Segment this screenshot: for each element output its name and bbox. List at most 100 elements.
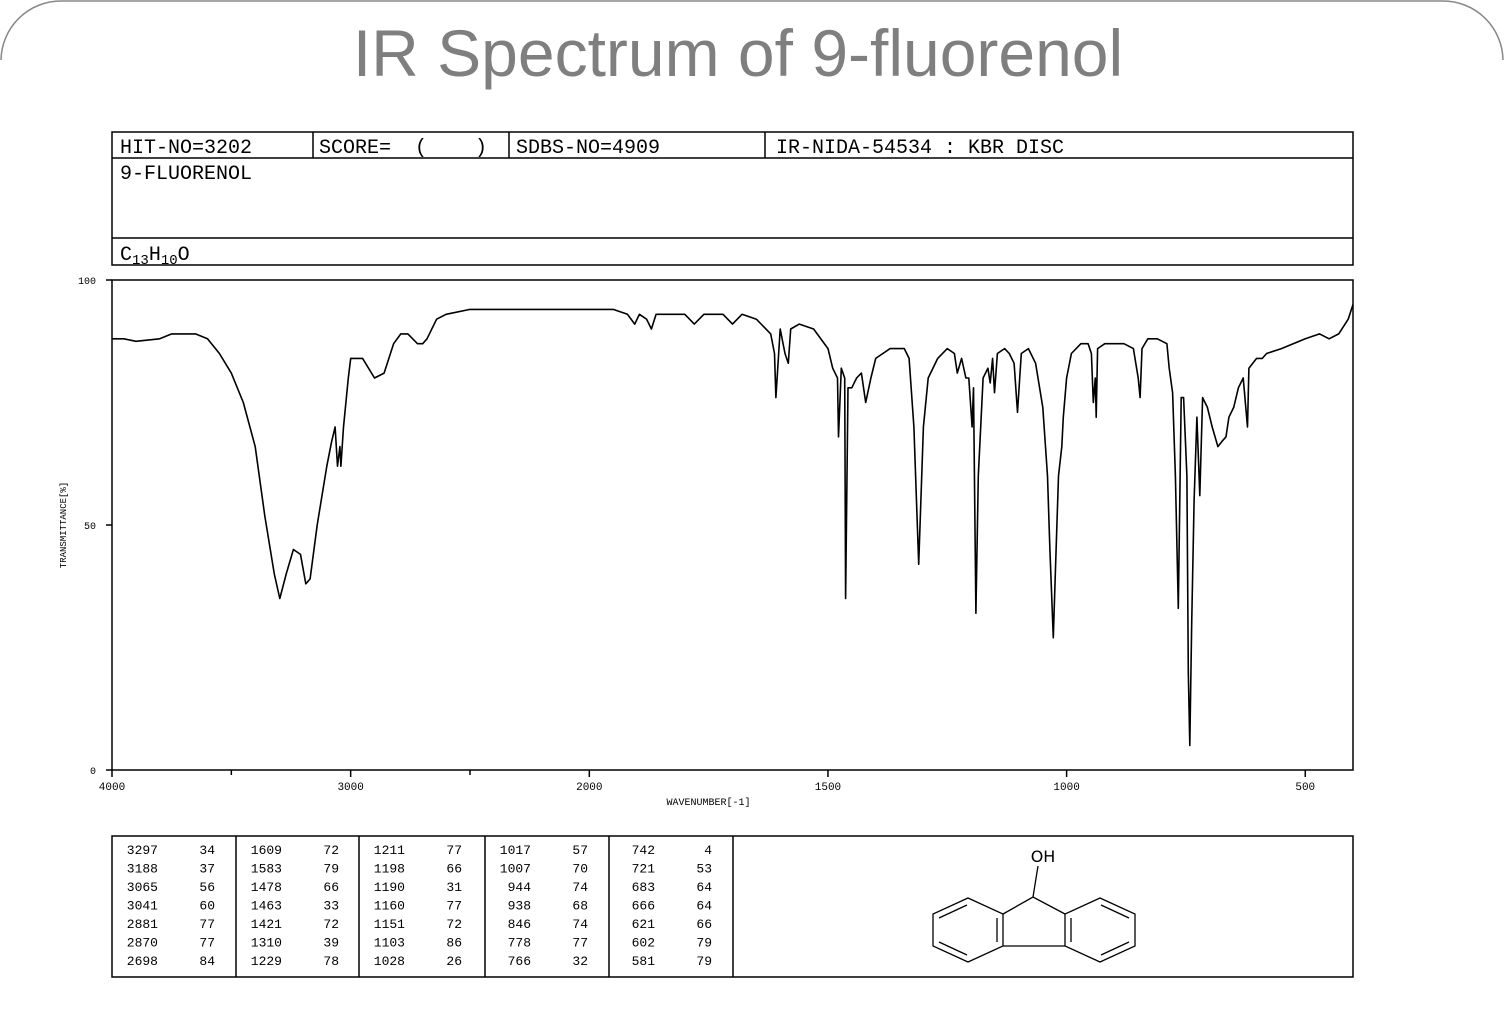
spectrum-line bbox=[112, 304, 1354, 747]
peak-transmittance: 77 bbox=[572, 936, 588, 951]
x-tick-label: 1000 bbox=[1053, 782, 1079, 794]
peak-transmittance: 84 bbox=[199, 954, 215, 969]
double-bond bbox=[1100, 904, 1130, 919]
x-axis-label: WAVENUMBER[-1] bbox=[666, 797, 750, 809]
peak-transmittance: 77 bbox=[199, 936, 215, 951]
peak-wavenumber: 1017 bbox=[500, 843, 531, 858]
structure-label: OH bbox=[1031, 847, 1056, 866]
formula-subscript: 10 bbox=[161, 253, 178, 269]
peak-wavenumber: 938 bbox=[508, 899, 531, 914]
compound-name: 9-FLUORENOL bbox=[120, 163, 252, 186]
peak-wavenumber: 721 bbox=[632, 862, 656, 877]
peak-wavenumber: 1160 bbox=[374, 899, 405, 914]
ring bbox=[1064, 897, 1136, 963]
peak-transmittance: 4 bbox=[704, 843, 712, 858]
peak-transmittance: 74 bbox=[572, 917, 588, 932]
peak-wavenumber: 1609 bbox=[251, 843, 282, 858]
peak-wavenumber: 1198 bbox=[374, 862, 405, 877]
peak-wavenumber: 766 bbox=[508, 954, 531, 969]
formula-element: O bbox=[178, 244, 190, 267]
structure bbox=[932, 865, 1136, 963]
peak-wavenumber: 1583 bbox=[251, 862, 282, 877]
peak-transmittance: 60 bbox=[199, 899, 215, 914]
peak-transmittance: 39 bbox=[323, 936, 339, 951]
peak-transmittance: 77 bbox=[199, 917, 215, 932]
plot: 0 50 100 4000 3000 2000 1500 1000 500 WAVENUMBER[… bbox=[59, 277, 1354, 809]
formula: C13H10O bbox=[120, 244, 190, 269]
double-bond bbox=[938, 941, 968, 956]
slide-border bbox=[0, 0, 1504, 61]
peak-transmittance: 78 bbox=[323, 954, 339, 969]
formula-subscript: 13 bbox=[132, 253, 149, 269]
y-tick-label: 0 bbox=[90, 767, 96, 778]
x-tick-label: 4000 bbox=[99, 782, 125, 794]
peak-table: 3297 34 3188 37 3065 56 3041 60 2881 77 2870 77 2698… bbox=[111, 835, 1354, 978]
peak-transmittance: 57 bbox=[572, 843, 588, 858]
peak-transmittance: 77 bbox=[446, 899, 462, 914]
peak-wavenumber: 1103 bbox=[374, 936, 405, 951]
peak-wavenumber: 3188 bbox=[127, 862, 158, 877]
y-tick-label: 100 bbox=[78, 277, 96, 288]
peak-wavenumber: 666 bbox=[632, 899, 655, 914]
plot-frame bbox=[111, 279, 1354, 771]
peak-wavenumber: 1190 bbox=[374, 880, 405, 895]
ring bbox=[932, 897, 1004, 963]
peak-transmittance: 64 bbox=[696, 899, 712, 914]
peak-wavenumber: 2870 bbox=[127, 936, 158, 951]
peak-transmittance: 74 bbox=[572, 880, 588, 895]
peak-transmittance: 79 bbox=[696, 936, 712, 951]
peak-wavenumber: 1463 bbox=[251, 899, 282, 914]
y-tick-label: 50 bbox=[84, 522, 96, 533]
peak-wavenumber: 1421 bbox=[251, 917, 282, 932]
peak-transmittance: 37 bbox=[199, 862, 215, 877]
peak-wavenumber: 742 bbox=[632, 843, 655, 858]
peak-wavenumber: 683 bbox=[632, 880, 655, 895]
peak-wavenumber: 1151 bbox=[374, 917, 405, 932]
peak-wavenumber: 846 bbox=[508, 917, 531, 932]
peak-wavenumber: 778 bbox=[508, 936, 531, 951]
peak-transmittance: 79 bbox=[696, 954, 712, 969]
peak-transmittance: 26 bbox=[446, 954, 462, 969]
peak-transmittance: 70 bbox=[572, 862, 588, 877]
peak-transmittance: 86 bbox=[446, 936, 462, 951]
x-tick-label: 2000 bbox=[576, 782, 602, 794]
peak-wavenumber: 1211 bbox=[374, 843, 405, 858]
header-box bbox=[111, 131, 1354, 266]
x-tick-label: 3000 bbox=[337, 782, 363, 794]
hit-no: HIT-NO=3202 bbox=[120, 137, 252, 160]
peak-wavenumber: 1478 bbox=[251, 880, 282, 895]
method: IR-NIDA-54534 : KBR DISC bbox=[776, 137, 1064, 160]
peak-transmittance: 32 bbox=[572, 954, 588, 969]
sdbs-no: SDBS-NO=4909 bbox=[516, 137, 660, 160]
peak-transmittance: 66 bbox=[446, 862, 462, 877]
peak-transmittance: 66 bbox=[696, 917, 712, 932]
peak-transmittance: 72 bbox=[446, 917, 462, 932]
x-tick-label: 1500 bbox=[815, 782, 841, 794]
peak-transmittance: 33 bbox=[323, 899, 339, 914]
peak-transmittance: 64 bbox=[696, 880, 712, 895]
peak-transmittance: 68 bbox=[572, 899, 588, 914]
peak-transmittance: 34 bbox=[199, 843, 215, 858]
double-bond bbox=[938, 904, 968, 919]
peak-wavenumber: 1007 bbox=[500, 862, 531, 877]
slide-title: IR Spectrum of 9-fluorenol bbox=[353, 16, 1123, 90]
formula-element: H bbox=[149, 244, 161, 267]
formula-element: C bbox=[120, 244, 132, 267]
x-tick-label: 500 bbox=[1295, 782, 1315, 794]
peak-wavenumber: 3297 bbox=[127, 843, 158, 858]
peak-transmittance: 31 bbox=[446, 880, 462, 895]
peak-wavenumber: 3041 bbox=[127, 899, 158, 914]
peak-wavenumber: 1310 bbox=[251, 936, 282, 951]
peak-wavenumber: 2698 bbox=[127, 954, 158, 969]
peak-wavenumber: 581 bbox=[632, 954, 656, 969]
peak-transmittance: 79 bbox=[323, 862, 339, 877]
peak-transmittance: 56 bbox=[199, 880, 215, 895]
peak-transmittance: 66 bbox=[323, 880, 339, 895]
peak-transmittance: 72 bbox=[323, 917, 339, 932]
score: SCORE= ( ) bbox=[319, 137, 487, 160]
peak-wavenumber: 3065 bbox=[127, 880, 158, 895]
peak-transmittance: 72 bbox=[323, 843, 339, 858]
peak-wavenumber: 602 bbox=[632, 936, 655, 951]
header: HIT-NO=3202 SCORE= ( ) SDBS-NO=4909 IR-N… bbox=[111, 131, 1354, 269]
